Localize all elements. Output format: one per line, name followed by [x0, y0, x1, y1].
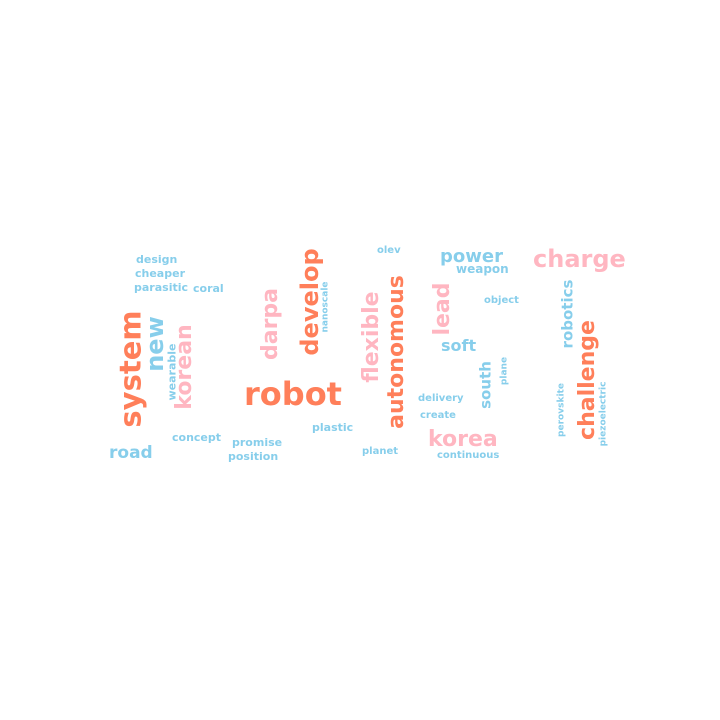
- word-lead: lead: [430, 282, 455, 336]
- word-concept: concept: [172, 431, 222, 444]
- word-soft: soft: [441, 336, 477, 355]
- word-challenge: challenge: [575, 320, 600, 440]
- word-korea: korea: [428, 427, 498, 452]
- word-object: object: [484, 295, 519, 306]
- word-perovskite: perovskite: [556, 383, 567, 437]
- word-road: road: [109, 443, 153, 463]
- word-south: south: [476, 361, 495, 409]
- word-continuous: continuous: [437, 450, 500, 461]
- word-promise: promise: [232, 436, 283, 449]
- word-create: create: [420, 410, 456, 421]
- word-nanoscale: nanoscale: [320, 281, 331, 333]
- word-develop: develop: [296, 248, 324, 356]
- word-parasitic: parasitic: [134, 281, 189, 294]
- word-flexible: flexible: [359, 291, 384, 383]
- word-korean: korean: [172, 324, 197, 410]
- word-robot: robot: [244, 375, 342, 413]
- word-piezoelectric: piezoelectric: [598, 381, 609, 447]
- word-weapon: weapon: [456, 262, 509, 276]
- word-delivery: delivery: [418, 393, 464, 404]
- word-olev: olev: [377, 245, 401, 256]
- word-power: power: [440, 246, 503, 267]
- word-autonomous: autonomous: [384, 275, 409, 429]
- word-new: new: [141, 316, 169, 372]
- word-plane: plane: [499, 356, 510, 386]
- word-charge: charge: [533, 245, 626, 273]
- word-coral: coral: [193, 282, 224, 295]
- word-planet: planet: [362, 446, 399, 457]
- word-robotics: robotics: [558, 279, 577, 349]
- word-darpa: darpa: [258, 287, 283, 361]
- word-cheaper: cheaper: [135, 267, 185, 280]
- word-design: design: [136, 253, 178, 266]
- word-position: position: [228, 450, 279, 463]
- word-plastic: plastic: [312, 421, 354, 434]
